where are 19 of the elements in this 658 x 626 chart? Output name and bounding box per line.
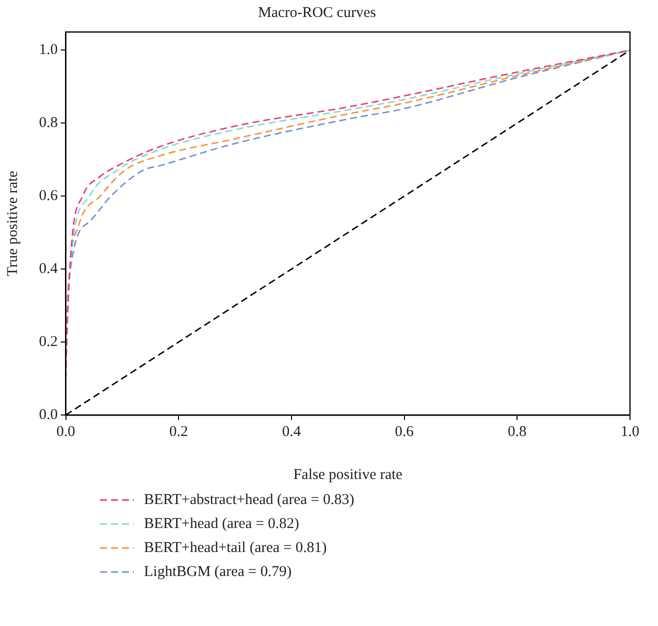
y-tick-label: 0.2 — [39, 334, 58, 350]
y-tick-label: 1.0 — [39, 42, 58, 58]
x-tick-label: 1.0 — [620, 424, 640, 440]
legend-label: BERT+abstract+head (area = 0.83) — [144, 492, 354, 508]
chart-title: Macro-ROC curves — [258, 4, 376, 21]
legend-label: BERT+head+tail (area = 0.81) — [144, 540, 327, 556]
x-tick-label: 0.6 — [394, 424, 414, 440]
y-tick-label: 0.0 — [39, 406, 58, 423]
y-tick-label: 0.6 — [39, 188, 58, 204]
y-axis-title: True positive rate — [4, 170, 21, 276]
x-axis-title: False positive rate — [293, 466, 403, 483]
x-tick-label: 0.4 — [282, 424, 302, 440]
legend-label: BERT+head (area = 0.82) — [144, 516, 300, 532]
y-tick-label: 0.4 — [39, 261, 58, 278]
x-tick-label: 0.2 — [169, 424, 188, 440]
y-tick-label: 0.8 — [39, 115, 58, 132]
x-tick-label: 0.8 — [508, 424, 527, 440]
legend-label: LightBGM (area = 0.79) — [144, 564, 292, 580]
x-tick-label: 0.0 — [56, 424, 76, 440]
